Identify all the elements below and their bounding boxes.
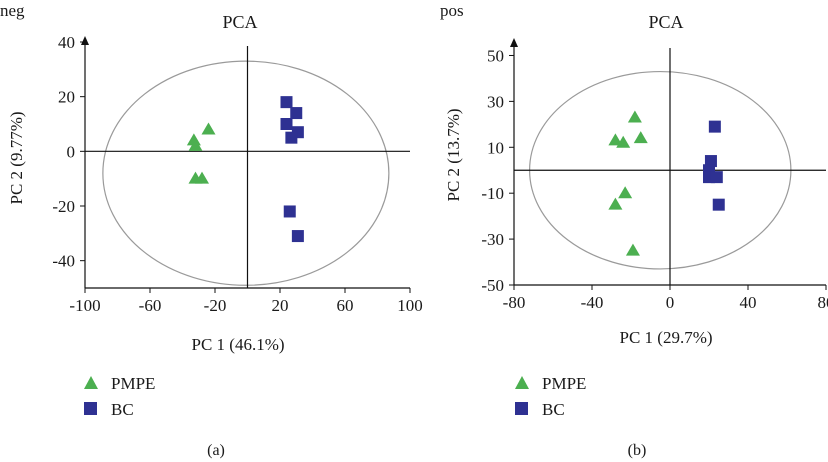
y-tick-label: 10 xyxy=(487,138,504,157)
bc-point xyxy=(283,205,296,218)
x-tick-label: -80 xyxy=(503,293,526,312)
x-tick-label: -40 xyxy=(581,293,604,312)
y-tick-label: 0 xyxy=(67,142,76,161)
panel-a-legend: PMPE BC xyxy=(84,374,155,419)
pmpe-point xyxy=(608,197,623,210)
panel-a-corner-label: neg xyxy=(0,1,25,20)
pmpe-point xyxy=(618,186,633,199)
panel-b-legend-item-pmpe: PMPE xyxy=(515,374,586,393)
panel-b-pca-pos: pos PCA 50 30 10 -10 -30 -50 -80 -40 0 40 80 PC 1… xyxy=(440,1,828,459)
bc-point xyxy=(280,118,293,130)
panel-a-y-axis-arrow xyxy=(81,36,89,45)
y-tick-label: -30 xyxy=(481,230,504,249)
panel-b-legend-triangle-marker xyxy=(515,376,529,389)
x-tick-label: 0 xyxy=(666,293,675,312)
panel-b-legend: PMPE BC xyxy=(515,374,586,419)
y-tick-label: 30 xyxy=(487,92,504,111)
panel-b-legend-square-marker xyxy=(515,402,528,415)
panel-a-legend-triangle-marker xyxy=(84,376,98,389)
panel-b-y-axis-label: PC 2 (13.7%) xyxy=(444,108,463,201)
bc-point xyxy=(290,107,303,120)
bc-point xyxy=(708,120,721,133)
panel-b-legend-label-bc: BC xyxy=(542,400,565,419)
y-tick-label: 20 xyxy=(58,88,75,107)
panel-b-plot-area: 50 30 10 -10 -30 -50 -80 -40 0 40 80 xyxy=(481,38,828,312)
panel-b-legend-item-bc: BC xyxy=(515,400,565,419)
panel-b-legend-label-pmpe: PMPE xyxy=(542,374,586,393)
x-tick-label: -20 xyxy=(204,296,227,315)
x-tick-label: 60 xyxy=(337,296,354,315)
panel-b-y-ticks: 50 30 10 -10 -30 -50 xyxy=(481,46,514,295)
panel-a-legend-label-bc: BC xyxy=(111,400,134,419)
panel-b-x-ticks: -80 -40 0 40 80 xyxy=(503,285,828,312)
x-tick-label: 40 xyxy=(740,293,757,312)
x-tick-label: 20 xyxy=(272,296,289,315)
panel-a-pca-neg: neg PCA 40 20 0 -20 -40 -100 -60 -20 20 60 100 PC… xyxy=(0,1,423,459)
panel-b-points xyxy=(608,110,725,256)
panel-b-title: PCA xyxy=(648,12,683,32)
pmpe-point xyxy=(633,131,648,144)
pmpe-point xyxy=(625,243,640,256)
panel-a-points xyxy=(186,96,304,243)
y-tick-label: -20 xyxy=(52,197,75,216)
panel-a-legend-item-bc: BC xyxy=(84,400,134,419)
panel-b-x-axis-label: PC 1 (29.7%) xyxy=(619,328,712,347)
pmpe-point xyxy=(608,133,623,146)
y-tick-label: 50 xyxy=(487,46,504,65)
panel-a-subfigure-label: (a) xyxy=(207,442,225,459)
panel-a-y-ticks: 40 20 0 -20 -40 xyxy=(52,33,85,271)
y-tick-label: -50 xyxy=(481,276,504,295)
y-tick-label: 40 xyxy=(58,33,75,52)
bc-point xyxy=(280,96,293,109)
bc-point xyxy=(710,171,723,184)
panel-b-y-axis-arrow xyxy=(510,38,518,47)
bc-point xyxy=(712,198,725,211)
panel-a-x-axis-label: PC 1 (46.1%) xyxy=(191,335,284,354)
panel-a-legend-square-marker xyxy=(84,402,97,415)
panel-a-confidence-ellipse xyxy=(102,60,390,286)
pmpe-point xyxy=(201,122,216,135)
panel-b-corner-label: pos xyxy=(440,1,464,20)
bc-point xyxy=(704,155,717,168)
panel-a-title: PCA xyxy=(222,12,257,32)
pmpe-point xyxy=(627,110,642,123)
pmpe-point xyxy=(188,138,203,151)
x-tick-label: 80 xyxy=(818,293,828,312)
x-tick-label: -100 xyxy=(69,296,100,315)
bc-point xyxy=(291,230,304,243)
panel-a-legend-label-pmpe: PMPE xyxy=(111,374,155,393)
pmpe-point xyxy=(616,135,631,148)
y-tick-label: -10 xyxy=(481,184,504,203)
panel-a-plot-area: 40 20 0 -20 -40 -100 -60 -20 20 60 100 xyxy=(52,33,422,315)
x-tick-label: 100 xyxy=(397,296,423,315)
panel-b-subfigure-label: (b) xyxy=(628,442,647,459)
panel-a-y-axis-label: PC 2 (9.77%) xyxy=(7,111,26,204)
panel-a-x-ticks: -100 -60 -20 20 60 100 xyxy=(69,288,423,315)
x-tick-label: -60 xyxy=(139,296,162,315)
pmpe-point xyxy=(195,171,209,184)
y-tick-label: -40 xyxy=(52,252,75,271)
bc-point xyxy=(285,131,298,144)
panel-a-legend-item-pmpe: PMPE xyxy=(84,374,155,393)
